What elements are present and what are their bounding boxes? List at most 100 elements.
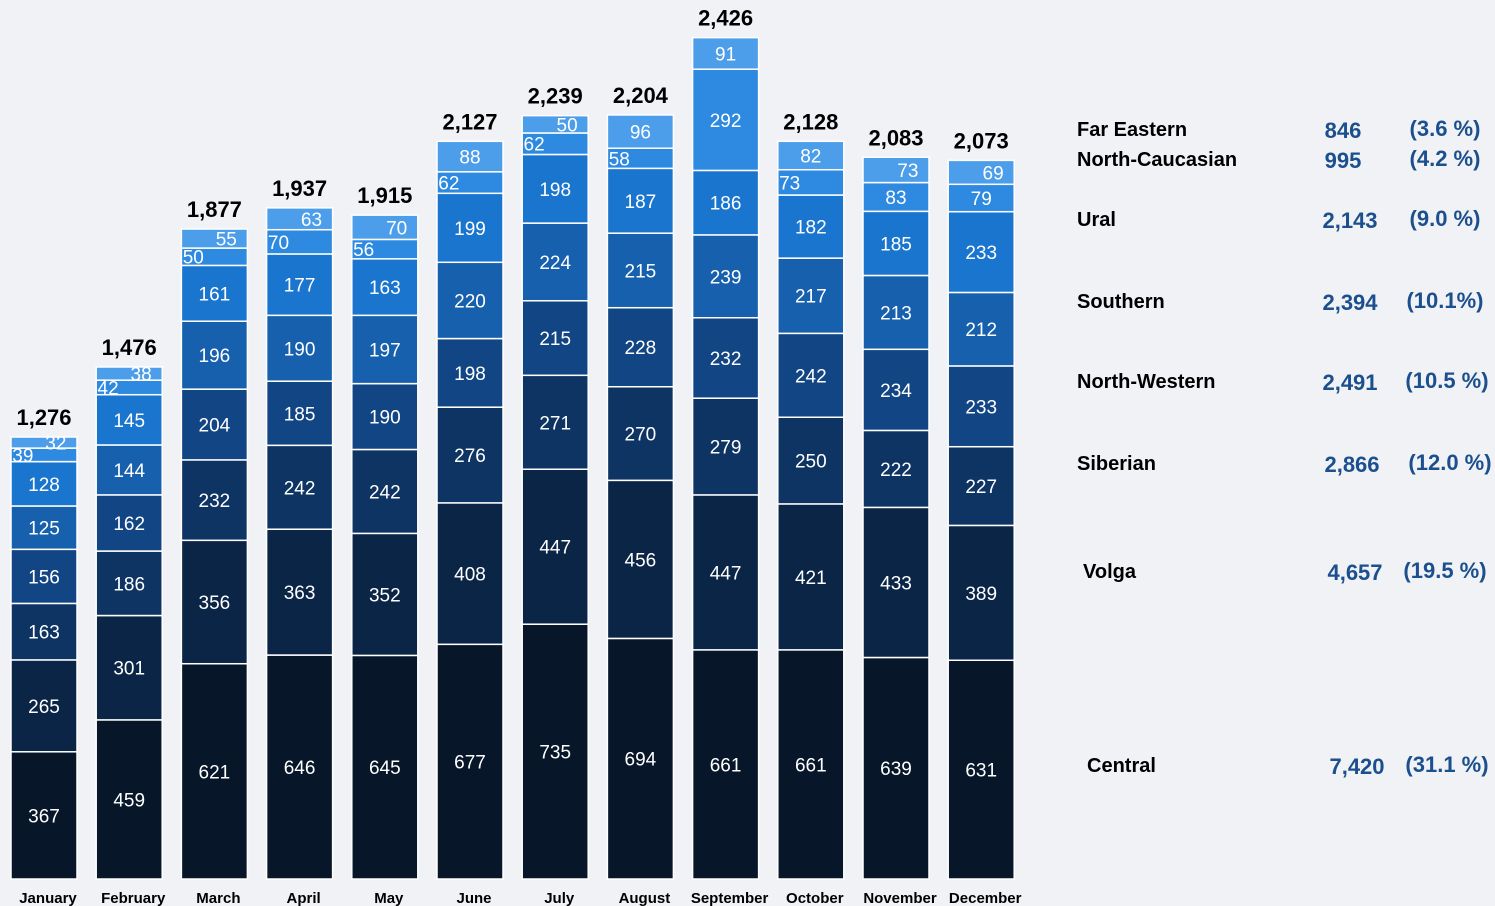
bar-segment-july-far-eastern xyxy=(521,114,589,134)
bar-segment-november-north-western xyxy=(862,348,930,432)
bar-segment-october-central xyxy=(777,649,845,880)
bar-value-label-june-volga: 408 xyxy=(454,565,486,586)
bar-segment-december-southern xyxy=(947,291,1015,367)
bar-segment-october-north-western xyxy=(777,332,845,418)
bar-value-label-january-north-caucasian: 39 xyxy=(12,446,33,467)
bar-segment-april-siberian xyxy=(265,444,334,530)
bar-value-label-august-siberian: 270 xyxy=(625,425,657,446)
bar-value-label-september-southern: 239 xyxy=(710,267,742,288)
bar-value-label-november-far-eastern: 73 xyxy=(897,161,918,182)
bar-value-label-january-volga: 265 xyxy=(28,697,60,718)
bar-segment-september-ural xyxy=(691,169,760,236)
bar-value-label-april-north-western: 185 xyxy=(284,404,316,425)
bar-segment-december-ural xyxy=(947,210,1015,294)
legend-group: Far Eastern 846 (3.6 %) North-Caucasian 995 (… xyxy=(1077,116,1492,779)
bar-segment-april-ural xyxy=(265,253,334,317)
legend-total-southern: 2,394 xyxy=(1322,290,1378,315)
bar-total-label-january: 1,276 xyxy=(16,405,71,430)
bar-segment-october-siberian xyxy=(777,416,845,505)
bar-segment-november-central xyxy=(862,656,930,880)
bar-value-label-april-volga: 363 xyxy=(284,583,316,604)
bar-value-label-march-siberian: 232 xyxy=(199,491,231,512)
legend-share-north-western: (10.5 %) xyxy=(1405,368,1488,393)
bar-value-label-november-ural: 185 xyxy=(880,234,912,255)
legend-share-north-caucasian: (4.2 %) xyxy=(1410,146,1481,171)
bar-value-label-june-ural: 199 xyxy=(454,219,486,240)
bar-value-label-april-southern: 190 xyxy=(284,339,316,360)
month-labels-group: January February March April May June July Augu… xyxy=(19,890,1021,906)
bar-segment-august-central xyxy=(606,637,675,880)
legend-total-siberian: 2,866 xyxy=(1324,452,1379,477)
bar-value-label-august-north-caucasian: 58 xyxy=(609,149,630,170)
bar-value-label-may-siberian: 242 xyxy=(369,482,401,503)
bar-segment-october-southern xyxy=(777,257,845,335)
bar-value-label-december-far-eastern: 69 xyxy=(983,163,1004,184)
month-label-february: February xyxy=(101,890,166,906)
totals-group: 1,276 1,476 1,877 1,937 1,915 2,127 2,239 2,204… xyxy=(16,6,1008,430)
bar-value-label-november-north-caucasian: 83 xyxy=(885,188,906,209)
bar-value-label-august-southern: 215 xyxy=(625,261,657,282)
bar-value-label-april-siberian: 242 xyxy=(284,478,316,499)
bars-group: 367 265 163 156 125 128 39 32 459 301 186 162 144 145… xyxy=(10,36,1015,880)
bar-segment-march-far-eastern xyxy=(180,228,249,249)
bar-value-label-september-north-caucasian: 292 xyxy=(710,111,742,132)
legend-share-southern: (10.1%) xyxy=(1406,288,1483,313)
legend-total-ural: 2,143 xyxy=(1322,208,1377,233)
month-label-october: October xyxy=(786,890,844,906)
bar-value-label-november-southern: 213 xyxy=(880,303,912,324)
bar-segment-august-north-western xyxy=(606,306,675,388)
bar-total-label-february: 1,476 xyxy=(102,335,157,360)
month-label-march: March xyxy=(196,890,240,906)
bar-segment-may-central xyxy=(351,654,419,880)
bar-value-label-august-north-western: 228 xyxy=(625,338,657,359)
bar-value-label-february-siberian: 186 xyxy=(113,574,145,595)
bar-total-label-april: 1,937 xyxy=(272,176,327,201)
bar-value-label-december-ural: 233 xyxy=(965,243,997,264)
bar-segment-april-far-eastern xyxy=(265,207,334,231)
legend-share-volga: (19.5 %) xyxy=(1403,558,1486,583)
bar-value-label-february-ural: 145 xyxy=(113,411,145,432)
bar-segment-december-central xyxy=(947,659,1015,880)
bar-segment-october-north-caucasian xyxy=(777,168,845,196)
bar-value-label-september-north-western: 232 xyxy=(710,349,742,370)
bar-segment-september-siberian xyxy=(691,397,760,496)
bar-segment-january-ural xyxy=(10,460,78,507)
legend-name-southern: Southern xyxy=(1077,291,1165,313)
bar-segment-may-volga xyxy=(351,532,419,657)
bar-value-label-february-southern: 144 xyxy=(113,461,145,482)
bar-value-label-september-siberian: 279 xyxy=(710,438,742,459)
bar-segment-october-ural xyxy=(777,194,845,259)
bar-segment-may-north-western xyxy=(351,382,419,451)
bar-value-label-october-far-eastern: 82 xyxy=(800,147,821,168)
month-label-june: June xyxy=(456,890,491,906)
bar-segment-may-siberian xyxy=(351,448,419,535)
bar-value-label-december-north-western: 233 xyxy=(965,397,997,418)
month-label-july: July xyxy=(544,890,575,906)
bar-total-label-november: 2,083 xyxy=(868,125,923,150)
bar-segment-june-ural xyxy=(436,192,504,264)
bar-segment-february-siberian xyxy=(95,550,163,617)
bar-segment-january-central xyxy=(10,751,78,880)
bar-segment-may-ural xyxy=(351,258,419,317)
bar-segment-july-central xyxy=(521,623,589,880)
bar-segment-february-central xyxy=(95,719,163,880)
bar-segment-january-far-eastern xyxy=(10,436,78,449)
bar-segment-june-southern xyxy=(436,261,504,340)
bar-value-label-june-north-western: 198 xyxy=(454,364,486,385)
legend-name-north-caucasian: North-Caucasian xyxy=(1077,149,1237,171)
bar-value-label-december-north-caucasian: 79 xyxy=(971,189,992,210)
bar-segment-september-volga xyxy=(691,494,760,651)
bar-value-label-january-southern: 125 xyxy=(28,519,60,540)
legend-name-siberian: Siberian xyxy=(1077,453,1156,475)
month-label-may: May xyxy=(374,890,404,906)
bar-value-label-april-north-caucasian: 70 xyxy=(268,233,289,254)
bar-value-label-august-central: 694 xyxy=(625,750,657,771)
bar-segment-july-north-western xyxy=(521,300,589,377)
bar-value-label-august-far-eastern: 96 xyxy=(630,123,651,144)
bar-value-label-march-north-western: 204 xyxy=(199,416,231,437)
bar-value-label-july-siberian: 271 xyxy=(539,413,571,434)
bar-value-label-may-north-western: 190 xyxy=(369,408,401,429)
legend-total-north-western: 2,491 xyxy=(1322,370,1377,395)
bar-segment-january-north-western xyxy=(10,548,78,605)
bar-value-label-october-north-western: 242 xyxy=(795,366,827,387)
